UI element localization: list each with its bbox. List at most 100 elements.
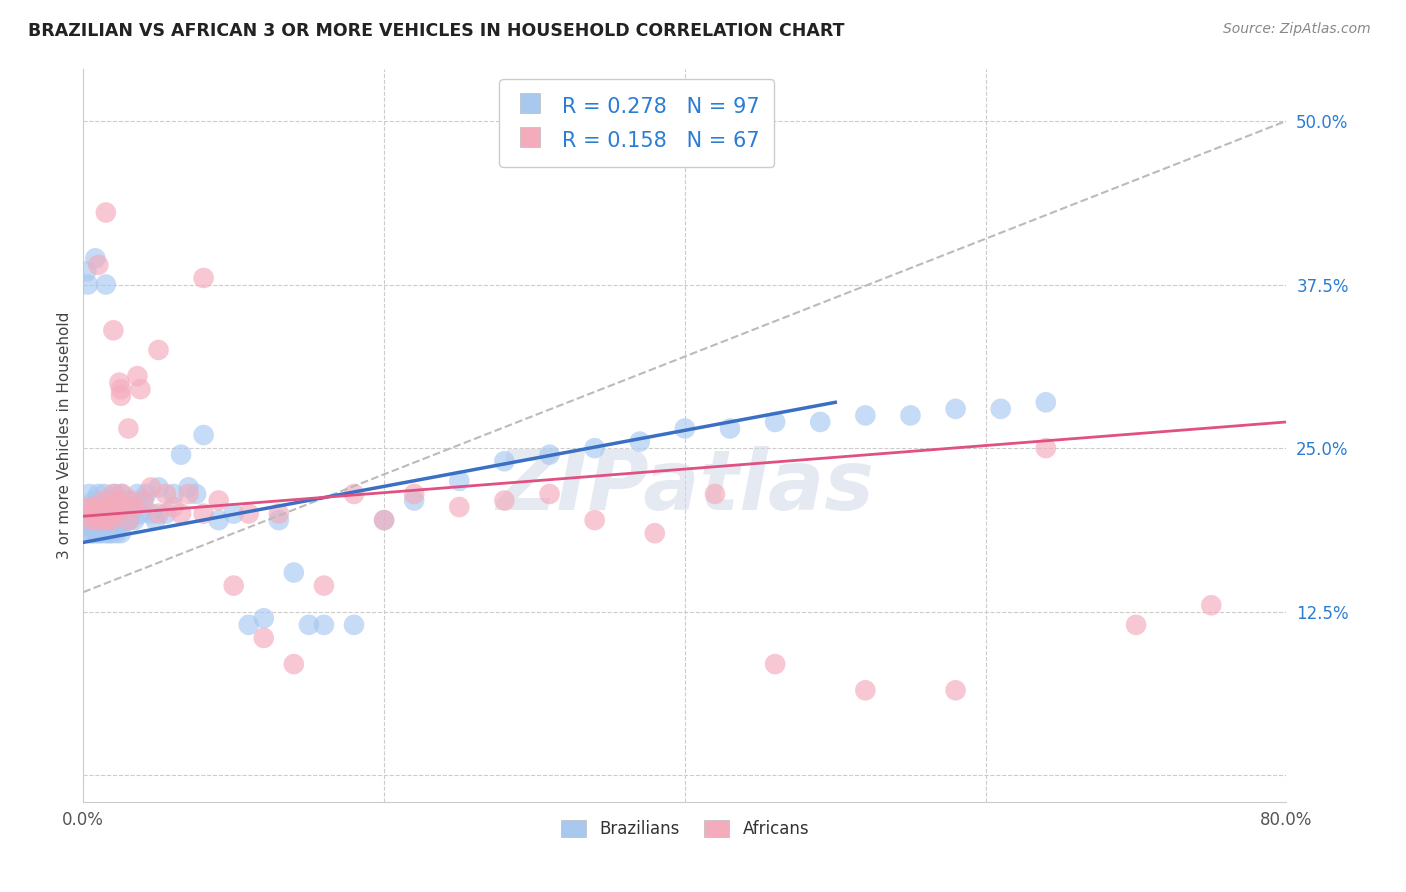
Point — [75, 507, 97, 521]
Point — [170, 448, 193, 462]
Point — [110, 526, 132, 541]
Point — [94, 205, 117, 219]
Point — [84, 513, 107, 527]
Point — [93, 513, 115, 527]
Point — [118, 513, 141, 527]
Point — [283, 566, 305, 580]
Point — [117, 421, 139, 435]
Point — [98, 519, 121, 533]
Point — [267, 507, 290, 521]
Point — [111, 487, 134, 501]
Point — [79, 500, 101, 514]
Point — [90, 507, 112, 521]
Y-axis label: 3 or more Vehicles in Household: 3 or more Vehicles in Household — [58, 311, 72, 558]
Point — [853, 683, 876, 698]
Point — [148, 480, 170, 494]
Point — [82, 507, 104, 521]
Point — [127, 369, 149, 384]
Point — [97, 507, 120, 521]
Point — [132, 493, 155, 508]
Point — [494, 454, 516, 468]
Point — [283, 657, 305, 672]
Point — [97, 500, 120, 514]
Point — [86, 507, 108, 521]
Point — [945, 683, 967, 698]
Point — [108, 376, 131, 390]
Text: ZIPatlas: ZIPatlas — [496, 446, 873, 527]
Point — [110, 487, 132, 501]
Point — [108, 519, 131, 533]
Point — [104, 500, 127, 514]
Point — [132, 493, 155, 508]
Point — [103, 487, 125, 501]
Point — [124, 500, 146, 514]
Point — [103, 507, 125, 521]
Point — [1035, 441, 1057, 455]
Point — [253, 611, 276, 625]
Point — [87, 526, 110, 541]
Point — [101, 526, 124, 541]
Point — [145, 513, 167, 527]
Point — [73, 513, 96, 527]
Point — [155, 487, 177, 501]
Point — [103, 519, 125, 533]
Point — [110, 389, 132, 403]
Point — [86, 519, 108, 533]
Point — [80, 513, 103, 527]
Point — [75, 507, 97, 521]
Point — [404, 487, 426, 501]
Point — [129, 382, 152, 396]
Point — [449, 474, 471, 488]
Point — [87, 487, 110, 501]
Point — [1125, 618, 1147, 632]
Point — [98, 507, 121, 521]
Point — [93, 513, 115, 527]
Point — [853, 409, 876, 423]
Point — [1035, 395, 1057, 409]
Point — [86, 507, 108, 521]
Point — [193, 428, 215, 442]
Point — [107, 493, 129, 508]
Point — [763, 415, 786, 429]
Point — [91, 519, 114, 533]
Point — [238, 507, 260, 521]
Point — [808, 415, 831, 429]
Point — [104, 487, 127, 501]
Point — [312, 578, 335, 592]
Point — [120, 507, 142, 521]
Point — [222, 578, 245, 592]
Point — [98, 507, 121, 521]
Point — [93, 487, 115, 501]
Point — [162, 500, 184, 514]
Point — [115, 513, 138, 527]
Point — [83, 493, 105, 508]
Point — [114, 500, 136, 514]
Point — [83, 500, 105, 514]
Point — [96, 513, 118, 527]
Point — [79, 487, 101, 501]
Point — [1201, 598, 1223, 612]
Point — [90, 513, 112, 527]
Point — [84, 526, 107, 541]
Point — [538, 448, 561, 462]
Point — [104, 507, 127, 521]
Point — [108, 507, 131, 521]
Point — [84, 513, 107, 527]
Point — [105, 526, 128, 541]
Point — [94, 507, 117, 521]
Point — [87, 500, 110, 514]
Point — [97, 526, 120, 541]
Point — [80, 519, 103, 533]
Point — [89, 513, 111, 527]
Point — [101, 500, 124, 514]
Point — [94, 507, 117, 521]
Legend: Brazilians, Africans: Brazilians, Africans — [554, 813, 815, 845]
Point — [76, 513, 98, 527]
Point — [91, 507, 114, 521]
Point — [238, 618, 260, 632]
Point — [343, 618, 366, 632]
Point — [117, 513, 139, 527]
Point — [135, 487, 157, 501]
Point — [105, 507, 128, 521]
Point — [673, 421, 696, 435]
